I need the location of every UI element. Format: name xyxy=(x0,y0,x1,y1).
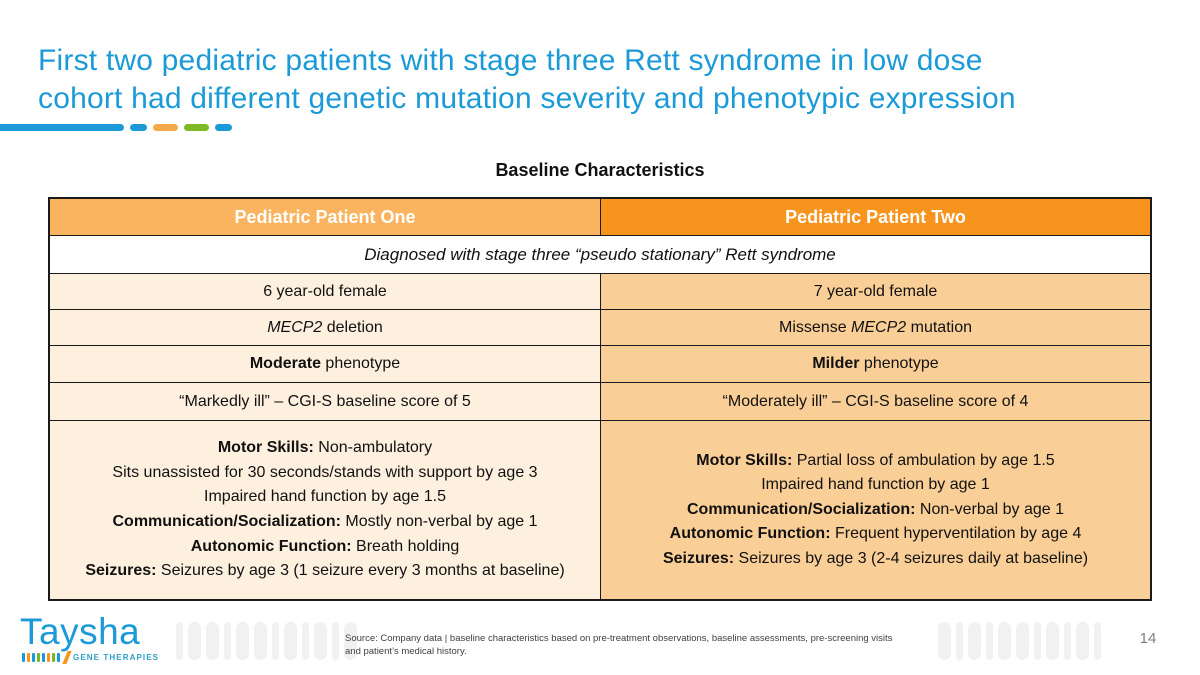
logo-color-bars-icon xyxy=(22,653,60,662)
detail-line: Seizures: Seizures by age 3 (1 seizure e… xyxy=(85,562,565,580)
baseline-characteristics-table: Pediatric Patient One Pediatric Patient … xyxy=(48,197,1152,601)
detail-line: Communication/Socialization: Mostly non-… xyxy=(112,513,538,530)
source-note-line2: and patient’s medical history. xyxy=(345,646,467,657)
source-note: Source: Company data | baseline characte… xyxy=(345,632,930,658)
header-patient-two: Pediatric Patient Two xyxy=(600,199,1150,235)
slide-title: First two pediatric patients with stage … xyxy=(38,42,1178,118)
table-row-clinical-detail: Motor Skills: Non-ambulatory Sits unassi… xyxy=(50,420,1150,599)
detail-line: Motor Skills: Partial loss of ambulation… xyxy=(696,451,1055,469)
divider-dash-blue xyxy=(130,124,147,131)
divider-dash-green xyxy=(184,124,209,131)
cell-phenotype-left: Moderate phenotype xyxy=(50,346,600,382)
divider-long-bar xyxy=(0,124,124,131)
taysha-logo: Taysha GENE THERAPIES xyxy=(20,611,159,664)
detail-line: Communication/Socialization: Non-verbal … xyxy=(687,500,1064,518)
decorative-pill-pattern-right xyxy=(938,622,1101,660)
detail-line: Impaired hand function by age 1.5 xyxy=(204,488,446,506)
slide-title-line2: cohort had different genetic mutation se… xyxy=(38,82,1016,115)
cell-cgi-right: “Moderately ill” – CGI-S baseline score … xyxy=(600,383,1150,420)
taysha-logo-subtext: GENE THERAPIES xyxy=(73,653,160,662)
logo-slash-icon xyxy=(62,651,72,664)
taysha-logo-wordmark: Taysha xyxy=(20,611,141,652)
cell-detail-right: Motor Skills: Partial loss of ambulation… xyxy=(600,421,1150,599)
cell-age-left: 6 year-old female xyxy=(50,274,600,309)
divider-dash-orange xyxy=(153,124,178,131)
table-caption: Baseline Characteristics xyxy=(495,160,705,180)
detail-line: Autonomic Function: Frequent hyperventil… xyxy=(669,525,1082,543)
header-patient-one: Pediatric Patient One xyxy=(50,199,600,235)
cell-detail-left: Motor Skills: Non-ambulatory Sits unassi… xyxy=(50,421,600,599)
detail-line: Impaired hand function by age 1 xyxy=(761,476,990,494)
table-header-row: Pediatric Patient One Pediatric Patient … xyxy=(50,199,1150,235)
cell-mutation-right: Missense MECP2 mutation xyxy=(600,310,1150,345)
table-row-age: 6 year-old female 7 year-old female xyxy=(50,273,1150,309)
cell-phenotype-right: Milder phenotype xyxy=(600,346,1150,382)
table-row-cgi-score: “Markedly ill” – CGI-S baseline score of… xyxy=(50,382,1150,420)
page-number: 14 xyxy=(1139,630,1157,647)
cell-age-right: 7 year-old female xyxy=(600,274,1150,309)
title-divider xyxy=(0,124,232,131)
slide-title-line1: First two pediatric patients with stage … xyxy=(38,44,983,77)
decorative-pill-pattern-left xyxy=(176,622,357,660)
taysha-logo-subline: GENE THERAPIES xyxy=(22,651,159,664)
detail-line: Motor Skills: Non-ambulatory xyxy=(217,439,433,457)
cell-mutation-left: MECP2 deletion xyxy=(50,310,600,345)
detail-line: Seizures: Seizures by age 3 (2-4 seizure… xyxy=(662,549,1089,567)
divider-dash-blue-2 xyxy=(215,124,232,131)
footer: Taysha GENE THERAPIES Source: Company da… xyxy=(0,608,1200,675)
source-note-line1: Source: Company data | baseline characte… xyxy=(345,633,893,644)
table-row-phenotype: Moderate phenotype Milder phenotype xyxy=(50,345,1150,382)
detail-line: Sits unassisted for 30 seconds/stands wi… xyxy=(112,463,538,481)
detail-line: Autonomic Function: Breath holding xyxy=(190,537,460,555)
table-row-mutation: MECP2 deletion Missense MECP2 mutation xyxy=(50,309,1150,345)
table-spanning-row: Diagnosed with stage three “pseudo stati… xyxy=(50,235,1150,273)
cell-cgi-left: “Markedly ill” – CGI-S baseline score of… xyxy=(50,383,600,420)
